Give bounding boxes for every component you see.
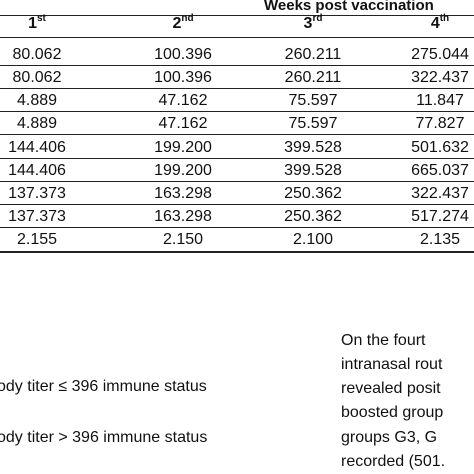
table-cell: 100.396 (154, 46, 212, 63)
paragraph-line: intranasal rout (341, 356, 443, 373)
table-cell: 399.528 (284, 162, 342, 179)
table-cell: 275.044 (411, 46, 469, 63)
row-divider (0, 158, 474, 159)
week-number: 4 (430, 15, 440, 32)
row-divider (0, 181, 474, 182)
table-cell: 80.062 (12, 46, 62, 63)
table-cell: 75.597 (288, 92, 338, 109)
week-number: 3 (303, 15, 313, 32)
table-cell: 517.274 (411, 208, 469, 225)
table-cell: 100.396 (154, 69, 212, 86)
table-cell: 322.437 (411, 69, 469, 86)
paragraph-line: revealed posit (341, 380, 441, 397)
table-cell: 163.298 (154, 185, 212, 202)
week-number: 2 (172, 15, 182, 32)
table-cell: 322.437 (411, 185, 469, 202)
footnote-line: ody titer > 396 immune status (0, 429, 208, 446)
header-rule (0, 15, 474, 16)
week-number: 1 (28, 15, 37, 32)
week-header-3: 3rd (303, 13, 323, 33)
table-cell: 399.528 (284, 139, 342, 156)
table-cell: 47.162 (158, 92, 208, 109)
table-cell: 665.037 (411, 162, 469, 179)
week-suffix: th (439, 13, 450, 24)
row-divider (0, 37, 474, 38)
week-header-4: 4th (430, 13, 450, 33)
paragraph-line: boosted group (341, 404, 444, 421)
table-cell: 144.406 (8, 139, 66, 156)
table-cell: 80.062 (12, 69, 62, 86)
table-cell: 144.406 (8, 162, 66, 179)
table-cell: 4.889 (16, 115, 58, 132)
table-cell: 2.155 (16, 231, 58, 248)
table-cell: 137.373 (8, 185, 66, 202)
table-cell: 250.362 (284, 208, 342, 225)
table-header-title: Weeks post vaccination (264, 0, 434, 14)
row-divider (0, 227, 474, 228)
table-cell: 163.298 (154, 208, 212, 225)
table-cell: 199.200 (154, 139, 212, 156)
table-cell: 2.100 (292, 231, 334, 248)
week-suffix: nd (181, 13, 194, 24)
row-divider (0, 88, 474, 89)
table-cell: 4.889 (16, 92, 58, 109)
week-header-2: 2nd (172, 13, 194, 33)
table-cell: 137.373 (8, 208, 66, 225)
table-cell: 2.150 (162, 231, 204, 248)
table-cell: 2.135 (419, 231, 461, 248)
footnote-line: ody titer ≤ 396 immune status (0, 378, 207, 395)
table-bottom-rule (0, 251, 474, 253)
paragraph-line: recorded (501. (341, 453, 446, 470)
table-cell: 199.200 (154, 162, 212, 179)
table-cell: 250.362 (284, 185, 342, 202)
table-cell: 11.847 (416, 92, 464, 109)
week-header-1: 1st (28, 13, 46, 33)
paragraph-line: On the fourt (341, 332, 426, 349)
paragraph-line: groups G3, G (341, 429, 438, 446)
week-suffix: st (37, 13, 46, 24)
table-cell: 77.827 (415, 115, 465, 132)
row-divider (0, 65, 474, 66)
table-cell: 501.632 (411, 139, 469, 156)
table-cell: 47.162 (158, 115, 208, 132)
table-cell: 260.211 (284, 69, 342, 86)
row-divider (0, 204, 474, 205)
table-cell: 75.597 (288, 115, 338, 132)
week-suffix: rd (312, 13, 323, 24)
row-divider (0, 111, 474, 112)
row-divider (0, 134, 474, 135)
table-cell: 260.211 (284, 46, 342, 63)
